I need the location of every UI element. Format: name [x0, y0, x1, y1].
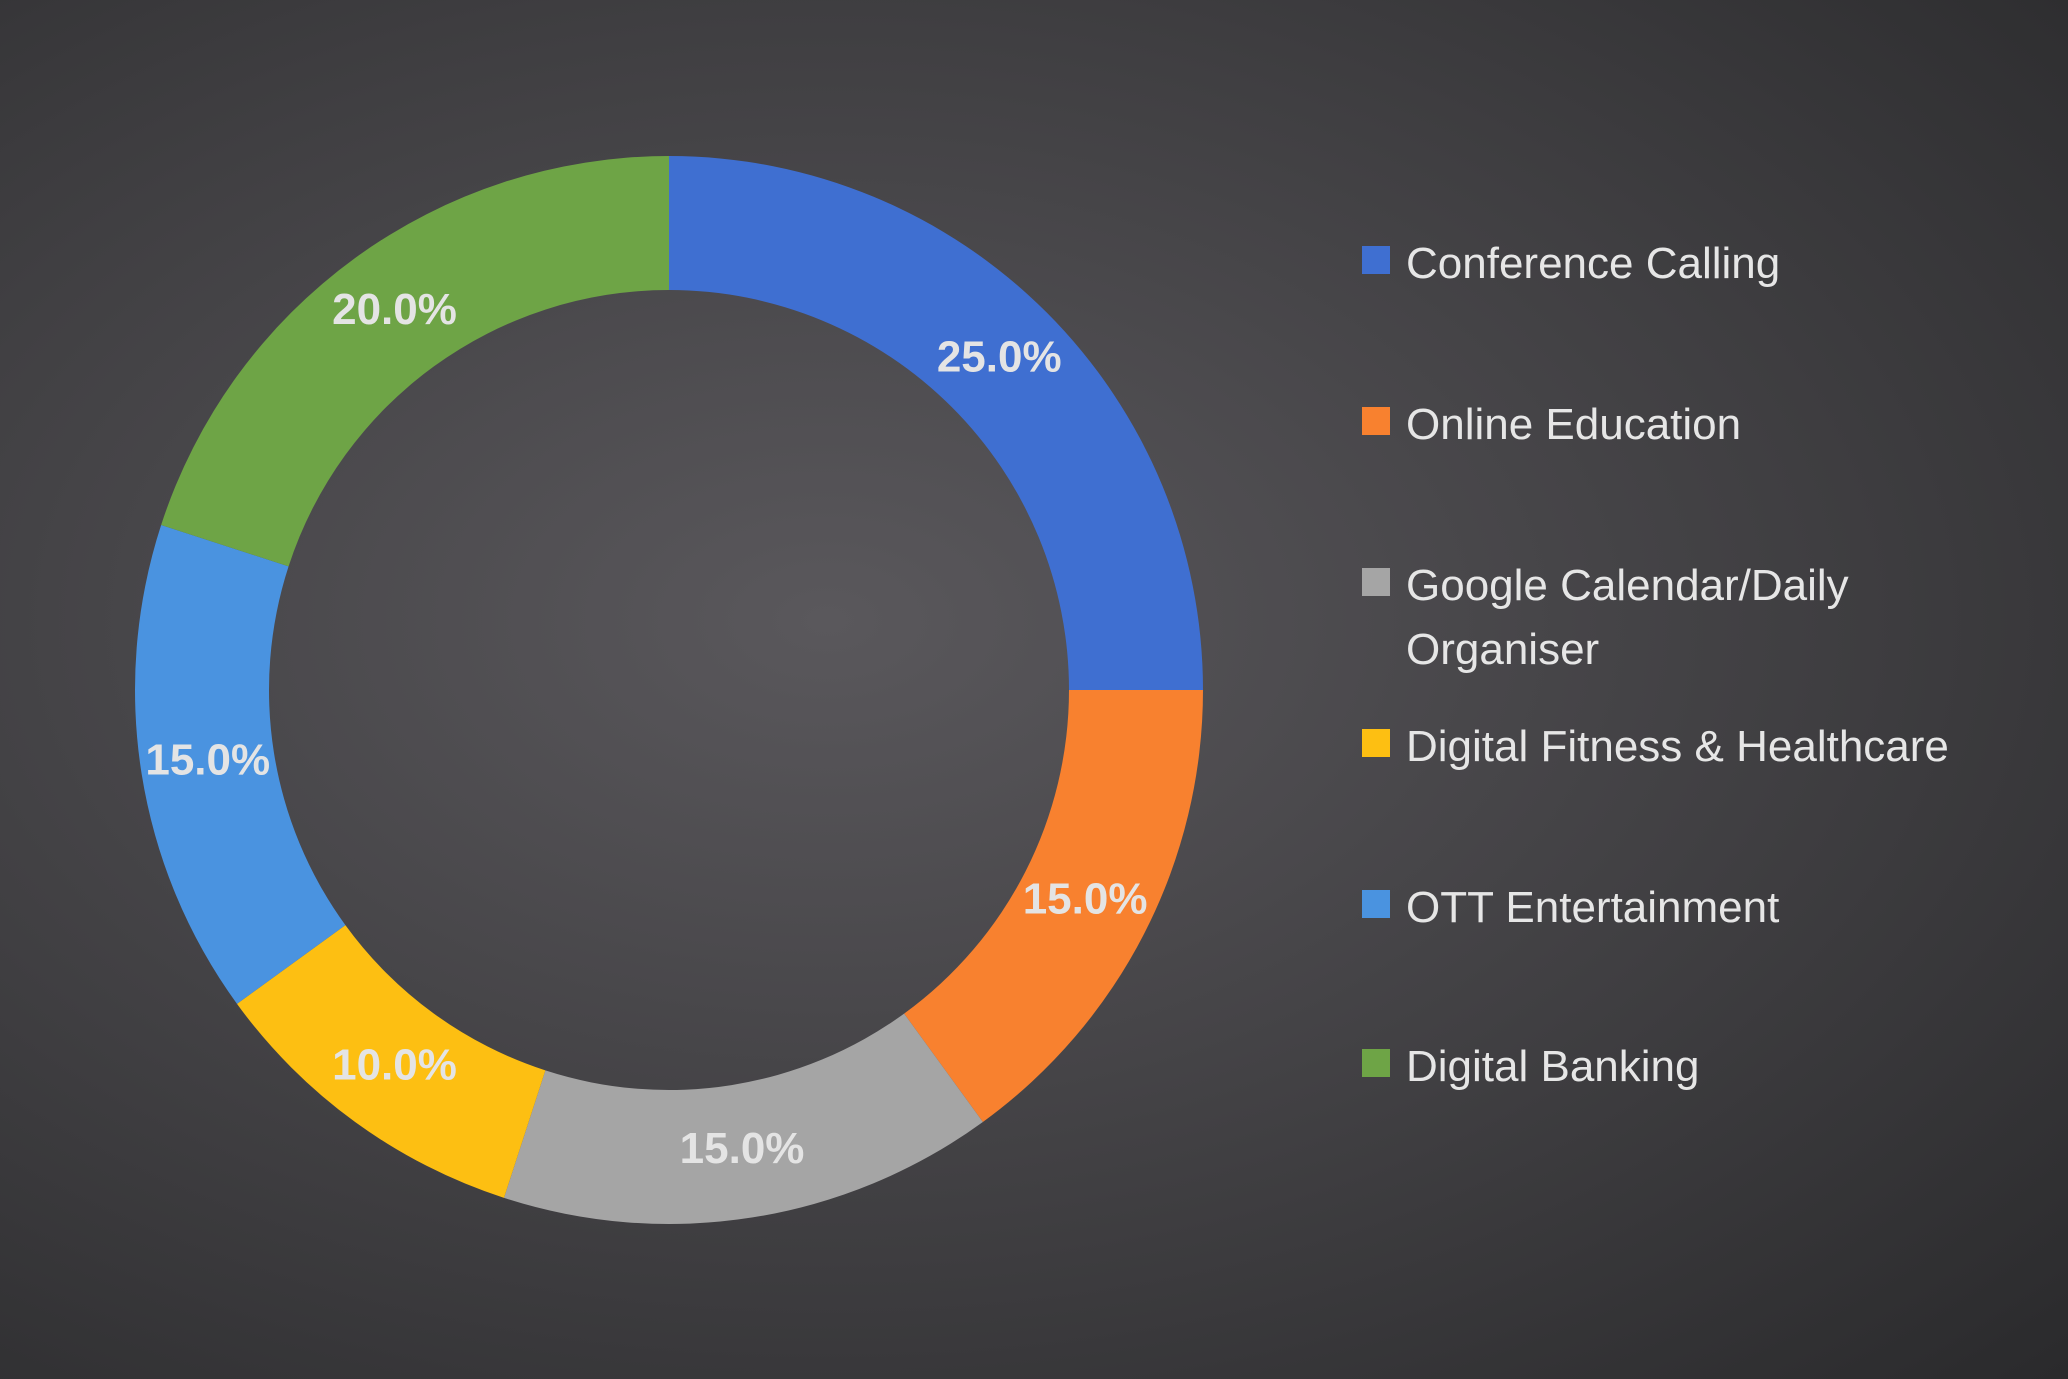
donut-slice	[161, 155, 670, 567]
data-label: 15.0%	[1023, 875, 1148, 924]
legend-label: Digital Fitness & Healthcare	[1406, 722, 1949, 771]
donut-slice	[135, 524, 346, 1004]
legend-item: Digital Banking	[1362, 1035, 2052, 1099]
legend: Conference Calling Online Education Google…	[1362, 0, 2052, 1379]
legend-label: Online Education	[1406, 400, 1742, 449]
data-label: 20.0%	[332, 285, 457, 334]
legend-swatch	[1362, 407, 1390, 435]
legend-item: Google Calendar/Daily Organiser	[1362, 554, 2052, 682]
data-label: 10.0%	[332, 1040, 457, 1089]
legend-item: Online Education	[1362, 393, 2052, 457]
donut-slice	[669, 156, 1203, 690]
legend-item: Digital Fitness & Healthcare	[1362, 715, 2052, 779]
donut-slice	[904, 690, 1203, 1123]
legend-label: Google Calendar/Daily Organiser	[1406, 561, 1849, 674]
legend-label: OTT Entertainment	[1406, 883, 1780, 932]
data-label: 15.0%	[145, 736, 270, 785]
legend-swatch	[1362, 890, 1390, 918]
donut-slice	[236, 925, 546, 1198]
data-label: 25.0%	[937, 332, 1062, 381]
legend-swatch	[1362, 246, 1390, 274]
legend-swatch	[1362, 1049, 1390, 1077]
legend-item: OTT Entertainment	[1362, 876, 2052, 940]
legend-label: Conference Calling	[1406, 239, 1781, 288]
legend-label: Digital Banking	[1406, 1042, 1700, 1091]
legend-item: Conference Calling	[1362, 232, 2052, 296]
data-label: 15.0%	[680, 1124, 805, 1173]
donut-slice	[503, 1013, 983, 1224]
legend-swatch	[1362, 729, 1390, 757]
legend-swatch	[1362, 568, 1390, 596]
